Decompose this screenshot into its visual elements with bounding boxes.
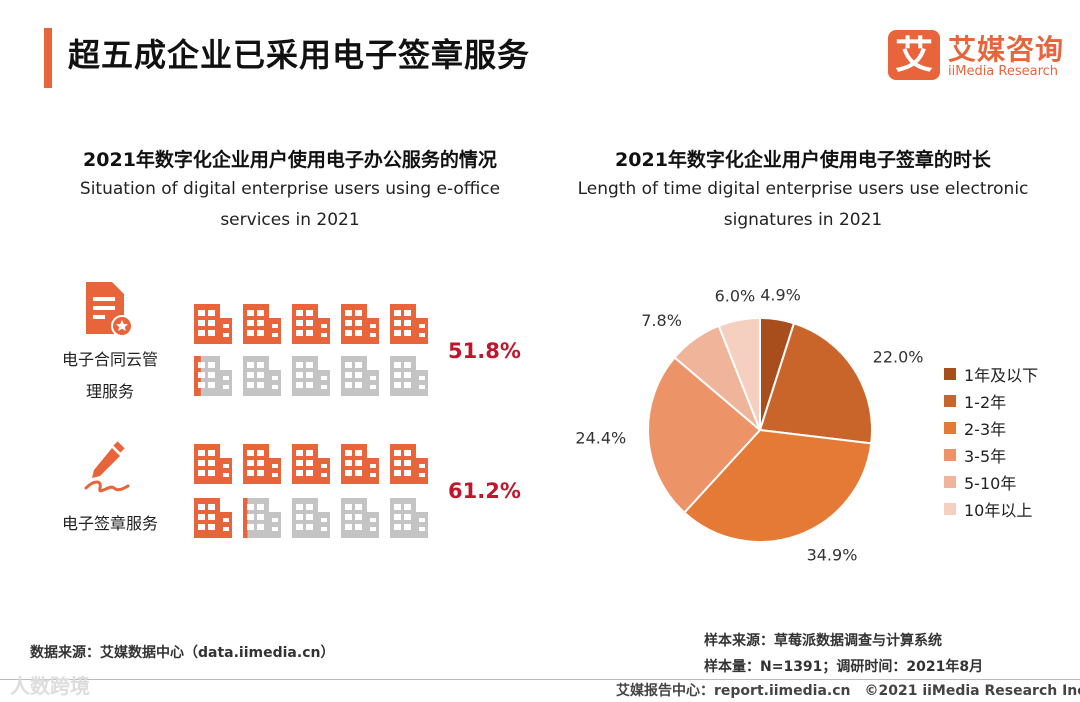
- building-icon: [390, 356, 428, 396]
- logo-en-text: iiMedia Research: [948, 64, 1059, 79]
- footer-divider: [0, 679, 1080, 680]
- legend-item-5: 5-10年: [944, 468, 1038, 495]
- building-icon: [243, 498, 281, 538]
- legend-label: 3-5年: [964, 446, 1007, 466]
- pie-legend: 1年及以下 1-2年 2-3年 3-5年 5-10年 10年以上: [944, 360, 1038, 522]
- building-icon: [292, 444, 330, 484]
- cat-label-contract-2: 理服务: [85, 382, 134, 401]
- legend-label: 1年及以下: [964, 365, 1039, 385]
- legend-item-6: 10年以上: [944, 495, 1038, 522]
- left-title-en-1: Situation of digital enterprise users us…: [79, 179, 501, 199]
- legend-label: 10年以上: [964, 500, 1033, 520]
- data-source: 数据来源：艾媒数据中心（data.iimedia.cn）: [30, 645, 335, 661]
- duration-pie-chart: 4.9% 22.0% 34.9% 24.4% 7.8% 6.0%: [575, 286, 924, 565]
- pictograph-row-contract-bottom: [194, 356, 428, 396]
- watermark-text: 人数跨境: [10, 674, 90, 698]
- right-title-cn: 2021年数字化企业用户使用电子签章的时长: [615, 149, 991, 171]
- pictograph-row-contract-top: [194, 304, 428, 344]
- pie-label-5: 7.8%: [641, 311, 682, 330]
- pie-label-1: 4.9%: [760, 286, 801, 305]
- contract-document-icon: [86, 282, 133, 337]
- legend-swatch: [944, 421, 956, 434]
- building-icon: [292, 498, 330, 538]
- cat-label-contract-1: 电子合同云管: [61, 350, 158, 369]
- building-icon: [390, 304, 428, 344]
- pictograph-row-esign-bottom: [194, 498, 428, 538]
- pie-label-2: 22.0%: [873, 347, 924, 366]
- legend-swatch: [944, 367, 956, 380]
- title-accent-bar: [44, 28, 52, 88]
- left-title-cn: 2021年数字化企业用户使用电子办公服务的情况: [83, 149, 497, 171]
- building-icon: [194, 356, 232, 396]
- pie-label-3: 34.9%: [807, 546, 858, 565]
- building-icon: [243, 356, 281, 396]
- building-icon: [194, 444, 232, 484]
- pie-slice-2: [758, 322, 873, 445]
- pie-label-4: 24.4%: [575, 428, 626, 447]
- legend-swatch: [944, 394, 956, 407]
- pie-slice-4: [647, 356, 762, 515]
- building-icon: [243, 304, 281, 344]
- cat-label-esign: 电子签章服务: [61, 514, 158, 533]
- pct-esign: 61.2%: [448, 479, 521, 503]
- logo-mark: 艾: [888, 30, 940, 80]
- right-title-en-2: signatures in 2021: [723, 210, 883, 230]
- legend-item-3: 2-3年: [944, 414, 1038, 441]
- legend-swatch: [944, 502, 956, 515]
- building-icon: [243, 444, 281, 484]
- legend-label: 1-2年: [964, 392, 1007, 412]
- building-icon: [341, 304, 379, 344]
- legend-label: 5-10年: [964, 473, 1017, 493]
- legend-label: 2-3年: [964, 419, 1007, 439]
- legend-item-1: 1年及以下: [944, 360, 1038, 387]
- logo-cn-text: 艾媒咨询: [948, 33, 1065, 66]
- pictograph-row-esign-top: [194, 444, 428, 484]
- pct-contract: 51.8%: [448, 339, 521, 363]
- building-icon: [292, 304, 330, 344]
- legend-item-4: 3-5年: [944, 441, 1038, 468]
- legend-swatch: [944, 475, 956, 488]
- sample-source: 样本来源：草莓派数据调查与计算系统: [704, 633, 942, 649]
- pie-slice-3: [682, 428, 873, 543]
- building-icon: [292, 356, 330, 396]
- building-icon: [341, 498, 379, 538]
- left-title-en-2: services in 2021: [220, 210, 360, 230]
- building-icon: [341, 356, 379, 396]
- sample-size: 样本量：N=1391；调研时间：2021年8月: [704, 659, 984, 675]
- footer-copyright: 艾媒报告中心：report.iimedia.cn ©2021 iiMedia R…: [616, 683, 1080, 699]
- legend-swatch: [944, 448, 956, 461]
- pie-slice-6: [717, 316, 761, 431]
- pen-signature-icon: [84, 441, 130, 493]
- building-icon: [390, 444, 428, 484]
- building-icon: [390, 498, 428, 538]
- building-icon: [194, 498, 232, 538]
- pie-label-6: 6.0%: [715, 286, 756, 305]
- page-title: 超五成企业已采用电子签章服务: [68, 36, 531, 74]
- legend-item-2: 1-2年: [944, 387, 1038, 414]
- iimedia-logo: 艾 艾媒咨询 iiMedia Research: [888, 30, 1063, 82]
- building-icon: [194, 304, 232, 344]
- building-icon: [341, 444, 379, 484]
- right-title-en-1: Length of time digital enterprise users …: [577, 179, 1029, 199]
